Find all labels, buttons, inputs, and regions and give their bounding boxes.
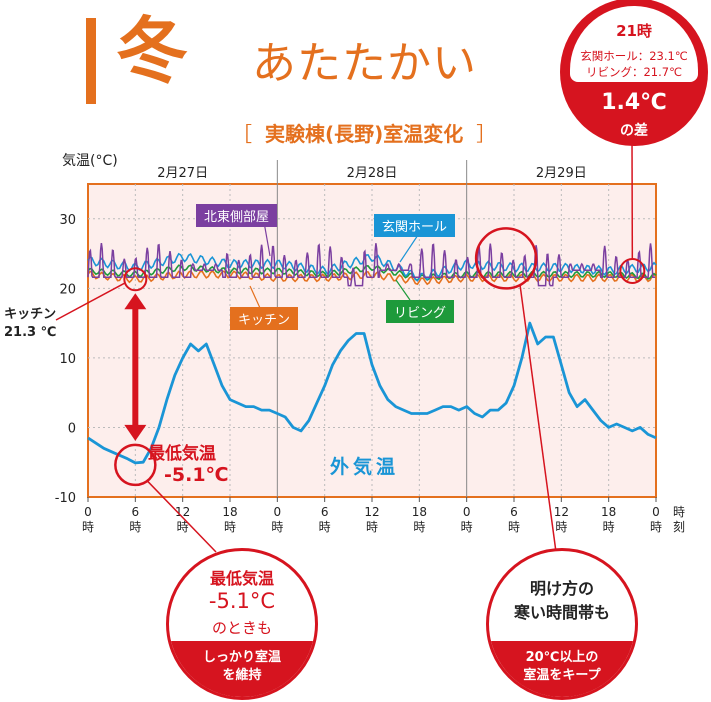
info-living: リビング：21.7℃ xyxy=(585,65,683,79)
date-label: 2月27日 xyxy=(157,166,208,181)
x-tick-label: 18 xyxy=(601,505,616,519)
legend-north-east-pointer xyxy=(263,221,271,257)
note-right-bottom: 20℃以上の 室温をキープ xyxy=(489,641,635,697)
x-tick-label-unit: 時 xyxy=(82,520,94,534)
kitchen-highlight-circle xyxy=(123,267,148,292)
y-tick-label: 30 xyxy=(59,213,76,228)
min-temp-title: 最低気温 xyxy=(148,444,216,464)
note-left-sub: のときも xyxy=(211,619,272,637)
y-tick-label: -10 xyxy=(55,491,76,506)
annotation-overlay xyxy=(55,139,646,553)
kitchen-annotation: キッチン 21.3 ℃ xyxy=(4,306,56,342)
arrow-head-down xyxy=(124,424,147,441)
x-tick-label-unit: 時 xyxy=(508,520,520,534)
kitchen-annotation-value: 21.3 ℃ xyxy=(4,325,57,340)
legend-kitchen-pointer xyxy=(249,285,261,309)
y-tick-labels: -10 0 10 20 30 xyxy=(55,213,76,506)
info-circle-top: 21時 玄関ホール：23.1℃ リビング：21.7℃ xyxy=(570,6,698,82)
note-right-line1: 明け方の xyxy=(529,579,594,598)
min-temp-value: -5.1℃ xyxy=(164,464,229,486)
legend-living-pointer xyxy=(395,279,411,301)
note-circle-min-temp: 最低気温 -5.1°C のときも しっかり室温 を維持 xyxy=(166,548,318,700)
x-tick-label: 0 xyxy=(274,505,282,519)
x-axis-title-2: 刻 xyxy=(673,520,685,534)
x-tick-label: 0 xyxy=(463,505,471,519)
outside-temp-label: 外気温 xyxy=(330,456,400,478)
x-tick-label: 6 xyxy=(132,505,140,519)
x-tick-label: 6 xyxy=(321,505,329,519)
x-tick-label: 12 xyxy=(364,505,379,519)
grid-lines xyxy=(88,184,656,497)
date-labels: 2月27日 2月28日 2月29日 xyxy=(157,160,587,184)
bracket-open: ［ xyxy=(232,122,252,146)
x-axis-title: 時 xyxy=(673,505,685,519)
info-entrance: 玄関ホール：23.1℃ xyxy=(580,49,688,63)
north-east-room-line xyxy=(87,242,656,287)
info-caption: の差 xyxy=(620,123,648,139)
info-difference: 1.4℃ xyxy=(601,90,667,115)
note-right-bottom-2: 室温をキープ xyxy=(523,668,601,683)
x-tick-label-unit: 時 xyxy=(603,520,615,534)
dawn-leader-line xyxy=(519,285,557,553)
series-lines xyxy=(87,242,657,465)
note-right-line2: 寒い時間帯も xyxy=(513,603,610,622)
legend-kitchen: キッチン xyxy=(230,307,299,330)
x-tick-label-unit: 時 xyxy=(461,520,473,534)
legend-living: リビング xyxy=(386,300,455,323)
note-left-value: -5.1°C xyxy=(208,589,276,613)
kitchen-leader-line xyxy=(55,282,125,321)
x-tick-label: 18 xyxy=(222,505,237,519)
x-tick-label: 0 xyxy=(652,505,660,519)
experiment-label: 実験棟(長野)室温変化 xyxy=(264,122,464,146)
bracket-close: ］ xyxy=(476,122,497,146)
outside-temp-line xyxy=(87,321,657,465)
x-tick-label: 6 xyxy=(510,505,518,519)
min-temp-annotation: 最低気温 -5.1℃ xyxy=(148,439,229,486)
title-accent-bar xyxy=(86,18,96,104)
x-tick-label-unit: 時 xyxy=(366,520,378,534)
x-tick-label: 18 xyxy=(412,505,427,519)
y-tick-label: 20 xyxy=(59,282,76,297)
legend-entrance-pointer xyxy=(399,231,421,263)
x-tick-label-unit: 時 xyxy=(271,520,283,534)
date-label: 2月28日 xyxy=(347,166,398,181)
x-tick-label: 12 xyxy=(554,505,569,519)
kitchen-annotation-name: キッチン xyxy=(4,307,57,322)
min-temp-highlight-circle xyxy=(114,443,157,487)
x-tick-label: 12 xyxy=(175,505,190,519)
x-tick-label-unit: 時 xyxy=(129,520,141,534)
x-tick-label-unit: 時 xyxy=(177,520,189,534)
season-title: 冬 xyxy=(116,9,189,93)
min-temp-leader-line xyxy=(146,480,217,553)
note-left-bottom-2: を維持 xyxy=(222,668,262,683)
y-tick-label: 10 xyxy=(59,352,76,367)
season-subtitle: あたたかい xyxy=(252,38,477,89)
note-circle-dawn: 明け方の 寒い時間帯も 20℃以上の 室温をキープ xyxy=(486,548,638,700)
x-tick-label-unit: 時 xyxy=(319,520,331,534)
note-left-title: 最低気温 xyxy=(209,569,274,588)
experiment-title: ［ 実験棟(長野)室温変化 ］ xyxy=(226,118,502,147)
note-left-bottom-1: しっかり室温 xyxy=(202,650,281,665)
x-tick-label-unit: 時 xyxy=(555,520,567,534)
legend-north-east: 北東側部屋 xyxy=(196,204,278,227)
legend-entrance: 玄関ホール xyxy=(374,214,456,237)
note-right-bottom-1: 20℃以上の xyxy=(525,650,599,665)
dawn-highlight-circle xyxy=(474,227,538,290)
y-tick-label: 0 xyxy=(68,421,76,436)
arrow-head-up xyxy=(124,293,147,310)
date-label: 2月29日 xyxy=(536,166,587,181)
note-left-bottom: しっかり室温 を維持 xyxy=(169,641,315,697)
x-tick-label: 0 xyxy=(84,505,92,519)
x-tick-label-unit: 時 xyxy=(224,520,236,534)
y-axis-unit: 気温(°C) xyxy=(62,153,118,169)
x-tick-label-unit: 時 xyxy=(413,520,425,534)
info-time: 21時 xyxy=(616,22,652,40)
info-circle-21h: 21時 玄関ホール：23.1℃ リビング：21.7℃ 1.4℃ の差 xyxy=(560,0,708,146)
x-tick-label-unit: 時 xyxy=(650,520,662,534)
